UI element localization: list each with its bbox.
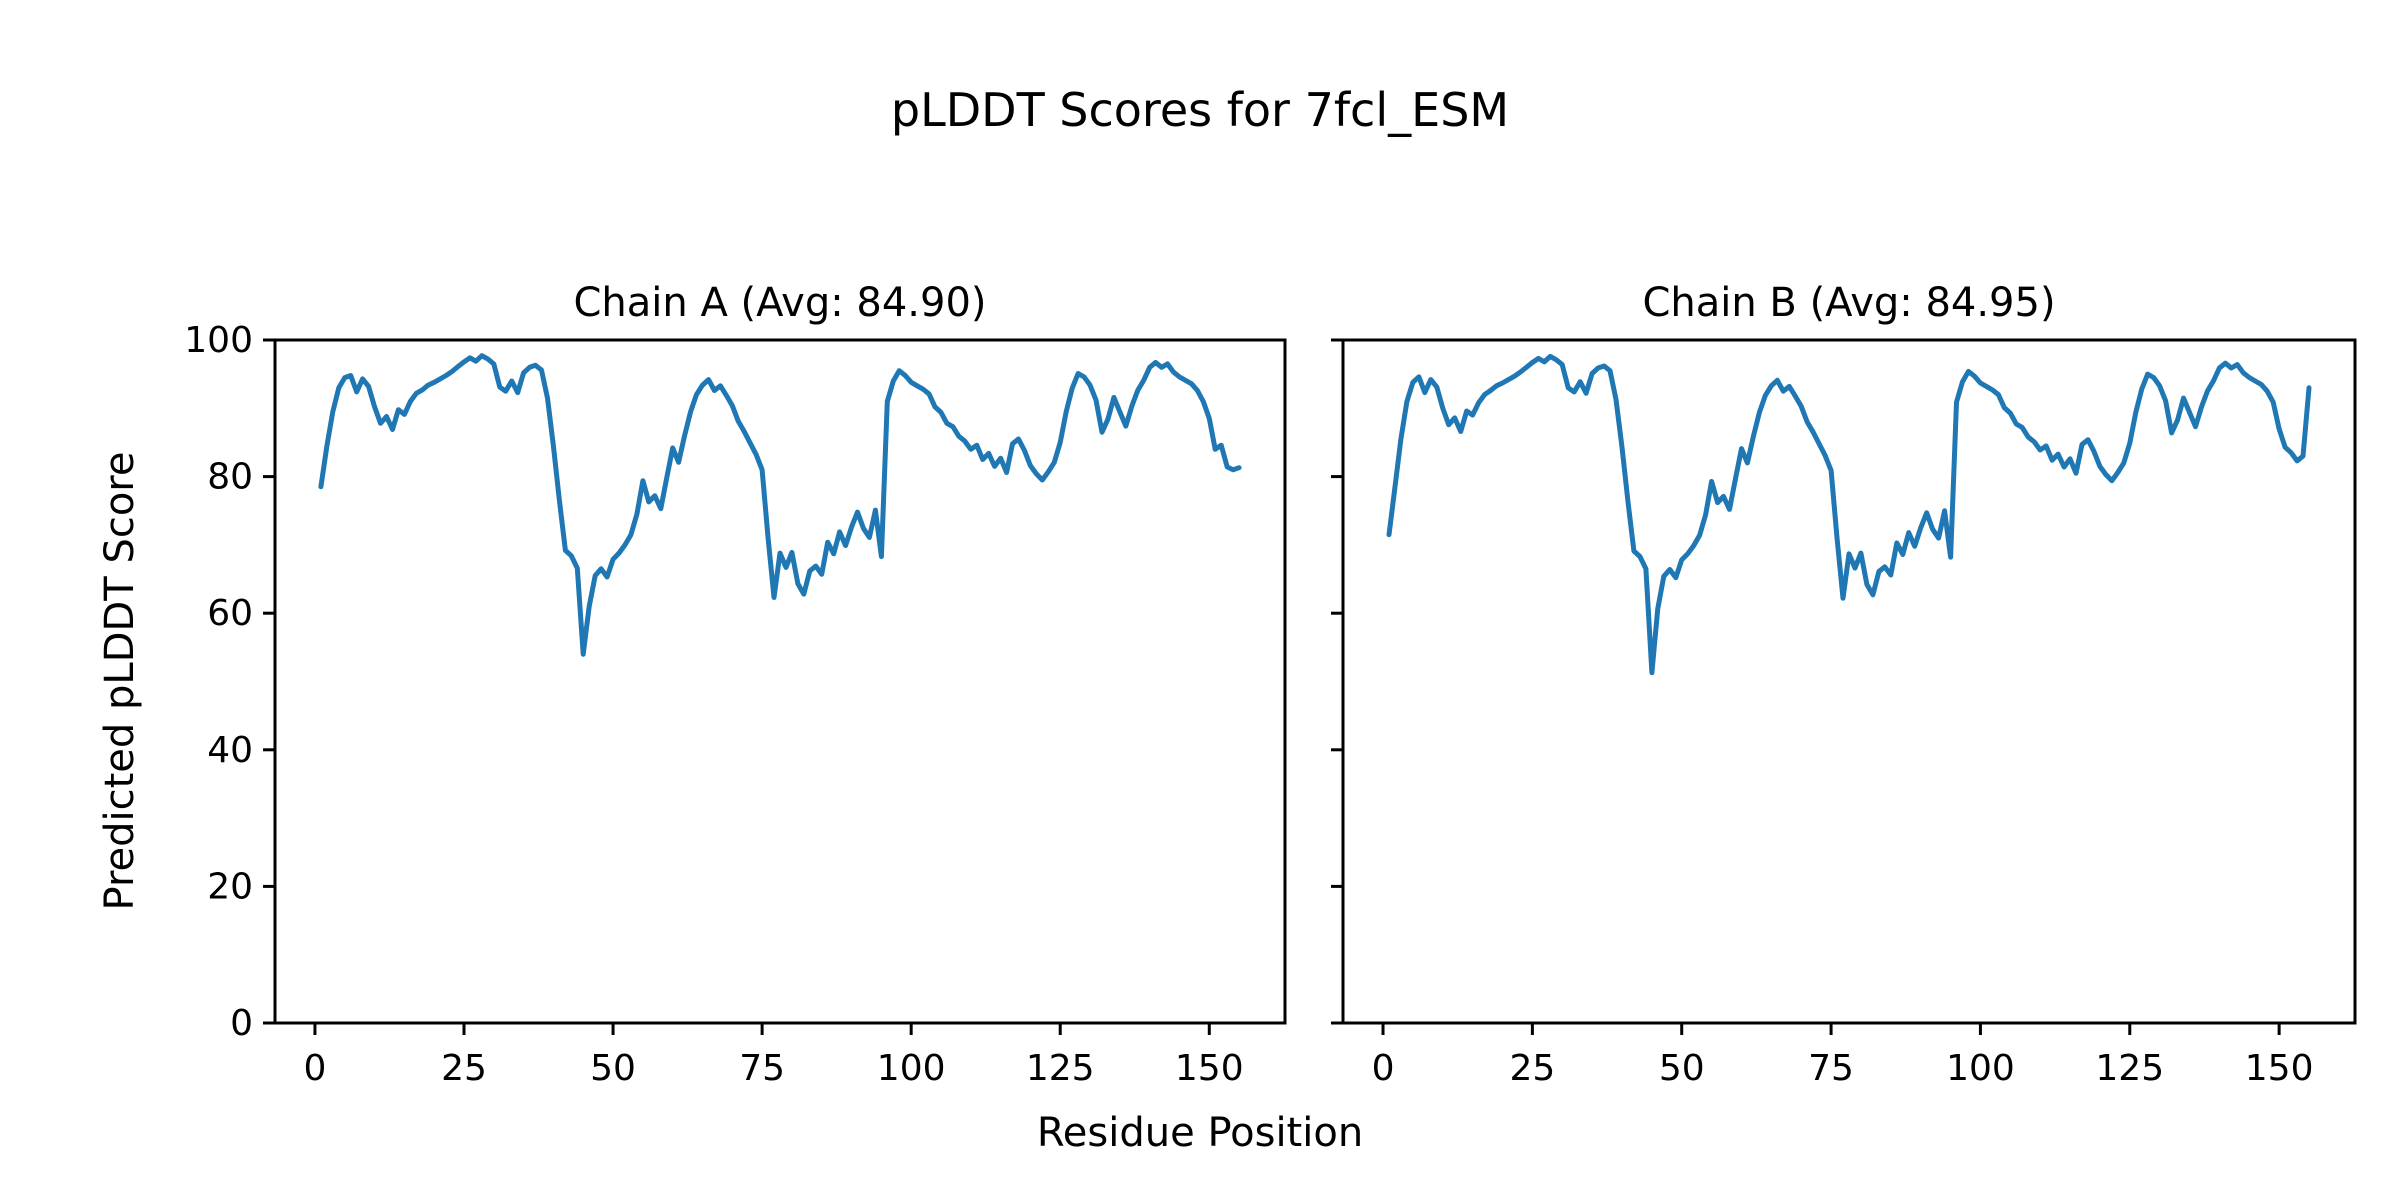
y-tick-label: 0 <box>230 1003 253 1044</box>
x-tick-label: 75 <box>1808 1048 1854 1089</box>
y-tick-label: 80 <box>207 457 253 498</box>
y-axis-label: Predicted pLDDT Score <box>97 452 143 911</box>
x-tick-label: 100 <box>877 1048 946 1089</box>
x-tick-label: 125 <box>2095 1048 2164 1089</box>
x-tick-label: 25 <box>441 1048 487 1089</box>
x-tick-label: 150 <box>1175 1048 1244 1089</box>
x-tick-label: 100 <box>1946 1048 2015 1089</box>
y-tick-label: 100 <box>184 320 253 361</box>
subplot-b-title: Chain B (Avg: 84.95) <box>1642 280 2055 326</box>
x-tick-label: 50 <box>1659 1048 1705 1089</box>
x-tick-label: 125 <box>1026 1048 1095 1089</box>
plots-group: 0 25 50 75 100 125 150 0 20 40 60 80 100 0 25 50 75 100 12… <box>184 320 2357 1089</box>
x-axis-label: Residue Position <box>1037 1110 1363 1156</box>
plddt-line-chain-a <box>318 353 1242 657</box>
x-tick-label: 75 <box>739 1048 785 1089</box>
plot-spines-chain-b <box>1341 338 2357 1025</box>
subplot-chain-a: 0 25 50 75 100 125 150 0 20 40 60 80 100 <box>184 320 1287 1089</box>
plddt-line-chain-b <box>1386 353 2312 676</box>
figure-title: pLDDT Scores for 7fcl_ESM <box>891 83 1509 137</box>
subplot-chain-b: 0 25 50 75 100 125 150 <box>1331 338 2357 1089</box>
y-tick-label: 60 <box>207 593 253 634</box>
y-tick-label: 40 <box>207 730 253 771</box>
x-tick-label: 150 <box>2245 1048 2314 1089</box>
x-tick-label: 50 <box>590 1048 636 1089</box>
plot-spines-chain-a <box>273 338 1287 1025</box>
x-tick-label: 25 <box>1509 1048 1555 1089</box>
x-tick-label: 0 <box>1372 1048 1395 1089</box>
x-tick-label: 0 <box>303 1048 326 1089</box>
y-tick-label: 20 <box>207 866 253 907</box>
subplot-a-title: Chain A (Avg: 84.90) <box>573 280 986 326</box>
